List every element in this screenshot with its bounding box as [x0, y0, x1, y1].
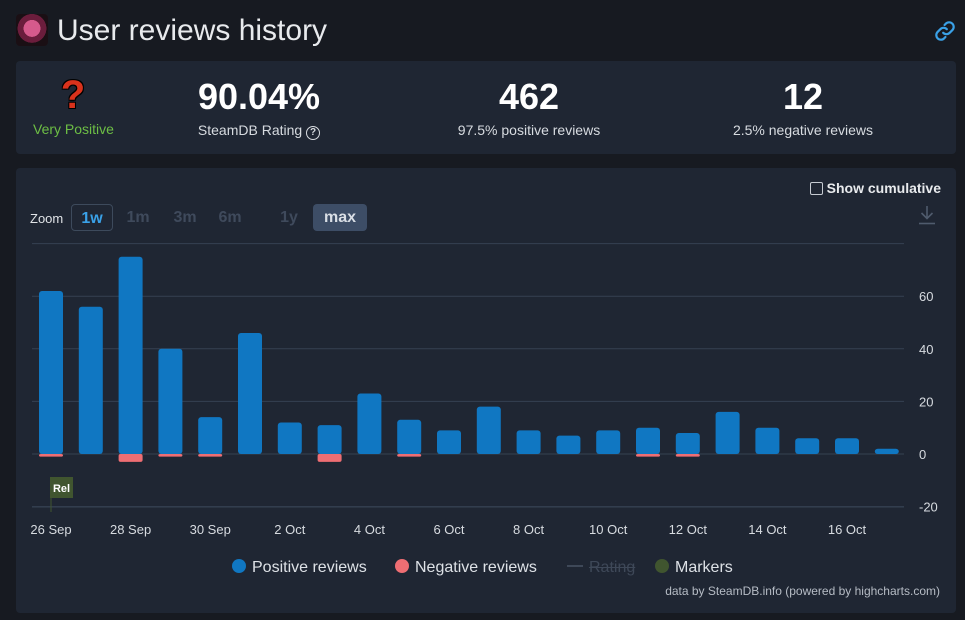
positive-bar[interactable]: [158, 348, 183, 454]
positive-bar[interactable]: [795, 438, 820, 454]
x-tick-label: 26 Sep: [30, 522, 71, 537]
positive-bar[interactable]: [715, 411, 740, 454]
steamdb-rating-label-text: SteamDB Rating: [197, 122, 303, 138]
y-tick-label: 20: [919, 394, 933, 409]
chart-markers: Rel: [50, 477, 73, 512]
x-tick-label: 2 Oct: [274, 522, 305, 537]
negative-count: 12: [782, 76, 824, 117]
zoom-3m-button[interactable]: 3m: [173, 209, 197, 226]
positive-bar[interactable]: [39, 290, 63, 454]
y-axis: 60 40 20 0 -20: [919, 289, 938, 514]
steamdb-rating-stat: 90.04% SteamDB Rating ?: [164, 77, 354, 140]
x-tick-label: 28 Sep: [110, 522, 151, 537]
legend-negative-label: Negative reviews: [415, 559, 537, 576]
x-axis: 26 Sep 28 Sep 30 Sep 2 Oct 4 Oct 6 Oct 8 Oct 10…: [30, 506, 904, 537]
positive-bar[interactable]: [317, 425, 342, 454]
rating-word: Very Positive: [33, 121, 114, 137]
positive-bar[interactable]: [596, 430, 621, 454]
negative-bar[interactable]: [158, 454, 183, 457]
release-marker-label: Rel: [53, 483, 70, 495]
positive-bar[interactable]: [835, 438, 859, 454]
zoom-1m-button[interactable]: 1m: [126, 209, 150, 226]
legend-positive-label: Positive reviews: [252, 559, 367, 576]
rating-line-icon: [567, 565, 583, 567]
positive-bar[interactable]: [437, 430, 461, 454]
legend-rating-label: Rating: [589, 559, 636, 576]
negative-reviews-stat: 12 2.5% negative reviews: [698, 76, 908, 139]
chart-credits[interactable]: data by SteamDB.info (powered by highcha…: [665, 584, 940, 598]
positive-bar[interactable]: [516, 430, 541, 454]
negative-dot-icon: [395, 559, 409, 573]
page-title: User reviews history: [57, 14, 328, 47]
y-tick-label: 40: [919, 342, 933, 357]
zoom-6m-button[interactable]: 6m: [218, 209, 242, 226]
show-cumulative-label: Show cumulative: [826, 180, 941, 196]
positive-bar[interactable]: [675, 432, 700, 454]
positive-bar[interactable]: [476, 406, 501, 454]
negative-bar[interactable]: [636, 454, 660, 457]
positive-bar[interactable]: [397, 419, 422, 454]
legend-markers[interactable]: Markers: [655, 559, 733, 577]
legend-negative[interactable]: Negative reviews: [395, 559, 537, 577]
positive-bar[interactable]: [755, 427, 780, 454]
legend-positive[interactable]: Positive reviews: [232, 559, 367, 577]
legend-markers-label: Markers: [675, 559, 733, 576]
steamdb-rating-value: 90.04%: [197, 76, 321, 117]
reviews-bar-chart: 26 Sep 28 Sep 30 Sep 2 Oct 4 Oct 6 Oct 8 Oct 10…: [30, 243, 938, 537]
zoom-1y-button[interactable]: 1y: [280, 209, 298, 226]
link-icon[interactable]: [934, 20, 956, 42]
chart-legend: Positive reviews Negative reviews Rating…: [16, 557, 956, 579]
chart-bars: [39, 256, 899, 462]
game-avatar-icon[interactable]: [16, 14, 48, 46]
positive-bar[interactable]: [636, 427, 660, 454]
positive-bar[interactable]: [556, 435, 581, 454]
show-cumulative-checkbox[interactable]: Show cumulative: [809, 180, 941, 196]
positive-reviews-stat: 462 97.5% positive reviews: [424, 76, 634, 139]
y-tick-label: 60: [919, 289, 933, 304]
negative-bar[interactable]: [198, 454, 223, 457]
positive-bar[interactable]: [78, 306, 103, 454]
positive-count: 462: [498, 76, 560, 117]
x-tick-label: 12 Oct: [669, 522, 708, 537]
negative-bar[interactable]: [397, 454, 422, 457]
positive-bar[interactable]: [874, 448, 899, 454]
positive-dot-icon: [232, 559, 246, 573]
x-tick-label: 14 Oct: [748, 522, 787, 537]
x-tick-label: 16 Oct: [828, 522, 867, 537]
negative-bar[interactable]: [317, 454, 342, 462]
positive-bar[interactable]: [277, 422, 302, 454]
x-tick-label: 8 Oct: [513, 522, 544, 537]
legend-rating[interactable]: Rating: [567, 559, 635, 577]
rating-summary: ? Very Positive 90.04% SteamDB Rating ? …: [16, 61, 956, 154]
zoom-label: Zoom: [30, 211, 64, 226]
header: User reviews history: [16, 14, 956, 50]
help-icon[interactable]: ?: [306, 126, 321, 140]
marker-dot-icon: [655, 559, 669, 573]
steamdb-rating-label: SteamDB Rating ?: [164, 122, 354, 140]
positive-bar[interactable]: [238, 333, 262, 454]
negative-label: 2.5% negative reviews: [732, 122, 874, 138]
zoom-1w-button[interactable]: 1w: [71, 204, 113, 231]
zoom-max-button[interactable]: max: [313, 204, 367, 231]
download-icon[interactable]: [918, 205, 936, 225]
positive-label: 97.5% positive reviews: [457, 122, 601, 138]
positive-bar[interactable]: [357, 393, 382, 454]
reviews-chart-panel: Show cumulative Zoom 1w 1m 3m 6m 1y max …: [16, 168, 956, 613]
x-tick-label: 10 Oct: [589, 522, 628, 537]
negative-bar[interactable]: [675, 454, 700, 457]
negative-bar[interactable]: [118, 454, 143, 462]
question-mark-icon: ?: [60, 73, 86, 117]
release-marker[interactable]: [50, 477, 73, 498]
positive-bar[interactable]: [118, 256, 143, 454]
checkbox-box[interactable]: [809, 182, 823, 195]
x-tick-label: 6 Oct: [433, 522, 464, 537]
y-tick-label: 0: [919, 447, 926, 462]
x-tick-label: 4 Oct: [354, 522, 385, 537]
positive-bar[interactable]: [198, 417, 223, 454]
x-tick-label: 30 Sep: [190, 522, 231, 537]
negative-bar[interactable]: [39, 454, 63, 457]
y-tick-label: -20: [919, 500, 938, 515]
